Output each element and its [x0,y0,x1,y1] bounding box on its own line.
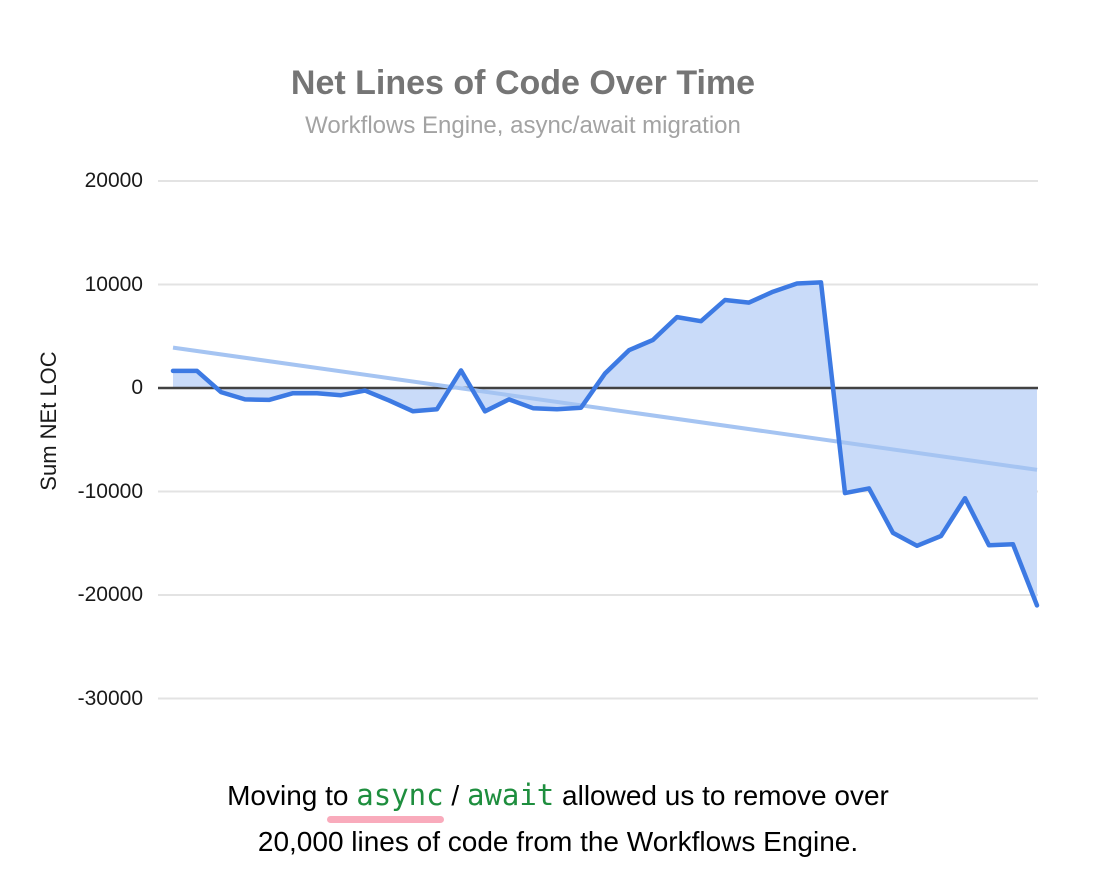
series-area-fill [173,282,1037,606]
caption-text: allowed us to remove over [554,780,889,811]
caption-text: Moving [227,780,326,811]
y-tick-label: -30000 [77,686,143,710]
series-line [170,280,1040,608]
caption-text: to [325,780,357,811]
plot-area [158,180,1040,700]
pink-underline: to async [325,772,445,823]
caption-text: / [443,780,467,811]
chart-subtitle: Workflows Engine, async/await migration [305,112,741,139]
caption-line-1: Moving to async / await allowed us to re… [0,772,1116,823]
trendline [172,345,1038,472]
code-token: await [466,778,555,812]
code-token: async [356,778,444,812]
y-tick-label: -20000 [77,583,143,606]
caption-line-2: 20,000 lines of code from the Workflows … [257,826,859,857]
y-tick-label: -10000 [77,479,143,503]
y-tick-label: 0 [131,376,143,399]
y-tick-label: 10000 [84,272,143,296]
chart-title: Net Lines of Code Over Time [290,64,756,102]
y-tick-label: 20000 [84,169,143,192]
caption: Moving to async / await allowed us to re… [0,772,1116,865]
